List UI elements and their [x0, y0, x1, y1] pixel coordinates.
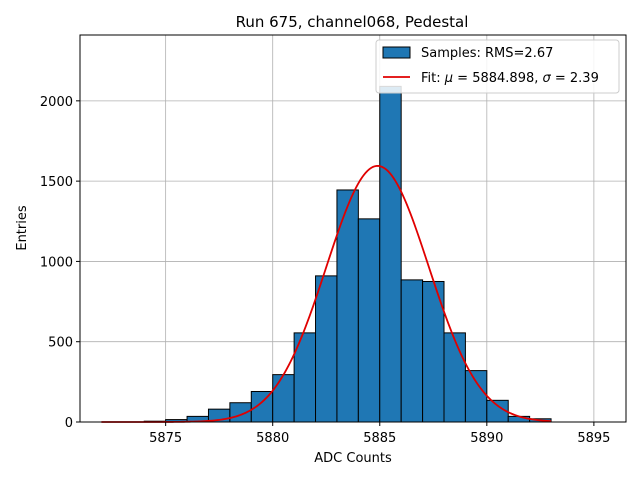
- y-tick-label: 2000: [40, 95, 73, 110]
- histogram-bar: [443, 332, 466, 423]
- x-axis-ticks: 5875 5880 5885 5890 5895: [149, 422, 610, 446]
- y-tick-label: 1000: [40, 255, 73, 270]
- y-tick-label: 0: [65, 416, 73, 431]
- legend-samples-swatch: [382, 46, 411, 59]
- legend: Samples: RMS=2.67 Fit: μ = 5884.898, σ =…: [375, 39, 620, 94]
- histogram-bar: [464, 370, 488, 423]
- legend-box: [375, 39, 620, 94]
- plot-frame: [79, 34, 627, 423]
- legend-mu-symbol: μ: [444, 71, 453, 86]
- legend-fit-prefix: Fit:: [421, 71, 445, 86]
- y-tick-label: 500: [48, 336, 73, 351]
- histogram-bar: [379, 85, 402, 423]
- legend-sigma-symbol: σ: [543, 71, 552, 86]
- x-axis-label: ADC Counts: [314, 451, 392, 466]
- x-tick-label: 5890: [470, 431, 503, 446]
- chart-title: Run 675, channel068, Pedestal: [236, 13, 469, 31]
- x-tick-label: 5875: [149, 431, 182, 446]
- histogram-bar: [400, 279, 424, 423]
- x-tick-label: 5880: [256, 431, 289, 446]
- histogram-bar: [315, 275, 338, 423]
- y-tick-label: 1500: [40, 175, 73, 190]
- legend-sigma-value: = 2.39: [551, 71, 599, 86]
- histogram-bar: [357, 218, 381, 423]
- x-tick-label: 5885: [363, 431, 396, 446]
- legend-fit-label: Fit: μ = 5884.898, σ = 2.39: [421, 71, 599, 86]
- legend-mu-value: = 5884.898,: [453, 71, 542, 86]
- histogram-bar: [272, 374, 295, 423]
- x-tick-label: 5895: [577, 431, 610, 446]
- y-axis-ticks: 0 500 1000 1500 2000: [40, 95, 80, 431]
- y-axis-label: Entries: [15, 205, 30, 251]
- legend-samples-label: Samples: RMS=2.67: [421, 46, 553, 61]
